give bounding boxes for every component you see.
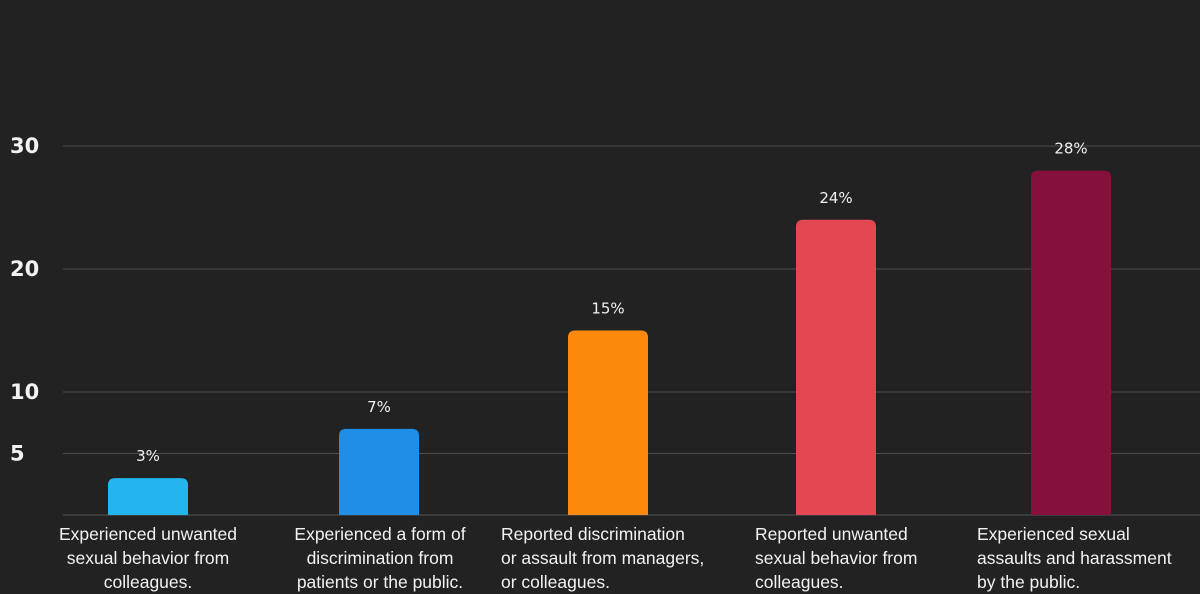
category-label-line: or colleagues. bbox=[501, 572, 610, 592]
data-labels: 3% 7% 15% 24% 28% bbox=[136, 140, 1088, 466]
y-tick-label: 30 bbox=[10, 134, 39, 158]
category-label-line: Experienced a form of bbox=[294, 524, 466, 544]
category-label-line: Reported discrimination bbox=[501, 524, 685, 544]
y-tick-label: 10 bbox=[10, 380, 39, 404]
y-axis-ticks: 30 20 10 5 bbox=[10, 134, 39, 466]
category-label-line: assaults and harassment bbox=[977, 548, 1172, 568]
category-label-1: Experienced a form of discrimination fro… bbox=[272, 522, 488, 594]
category-label-line: discrimination from bbox=[306, 548, 454, 568]
category-label-3: Reported unwanted sexual behavior from c… bbox=[755, 522, 955, 594]
category-label-line: by the public. bbox=[977, 572, 1081, 592]
data-label-4: 28% bbox=[1054, 140, 1087, 158]
bar-3 bbox=[796, 219, 876, 516]
category-label-0: Experienced unwanted sexual behavior fro… bbox=[30, 522, 266, 594]
y-tick-label: 20 bbox=[10, 257, 39, 281]
category-label-line: sexual behavior from bbox=[755, 548, 918, 568]
data-label-1: 7% bbox=[367, 398, 391, 416]
category-label-line: sexual behavior from bbox=[66, 548, 230, 568]
bar-2 bbox=[568, 330, 648, 515]
bar-0 bbox=[108, 478, 188, 515]
bars bbox=[108, 170, 1111, 516]
category-label-4: Experienced sexual assaults and harassme… bbox=[977, 522, 1199, 594]
category-label-line: Reported unwanted bbox=[755, 524, 908, 544]
category-label-line: Experienced unwanted bbox=[58, 524, 238, 544]
data-label-0: 3% bbox=[136, 447, 160, 465]
category-label-line: patients or the public. bbox=[296, 572, 464, 592]
data-label-2: 15% bbox=[591, 300, 624, 318]
category-label-line: Experienced sexual bbox=[977, 524, 1130, 544]
bar-1 bbox=[339, 428, 419, 515]
data-label-3: 24% bbox=[819, 189, 852, 207]
category-label-2: Reported discrimination or assault from … bbox=[501, 522, 733, 594]
y-tick-label: 5 bbox=[10, 442, 25, 466]
bar-4 bbox=[1031, 170, 1111, 515]
category-label-line: colleagues. bbox=[103, 572, 193, 592]
category-label-line: colleagues. bbox=[755, 572, 844, 592]
category-label-line: or assault from managers, bbox=[501, 548, 705, 568]
